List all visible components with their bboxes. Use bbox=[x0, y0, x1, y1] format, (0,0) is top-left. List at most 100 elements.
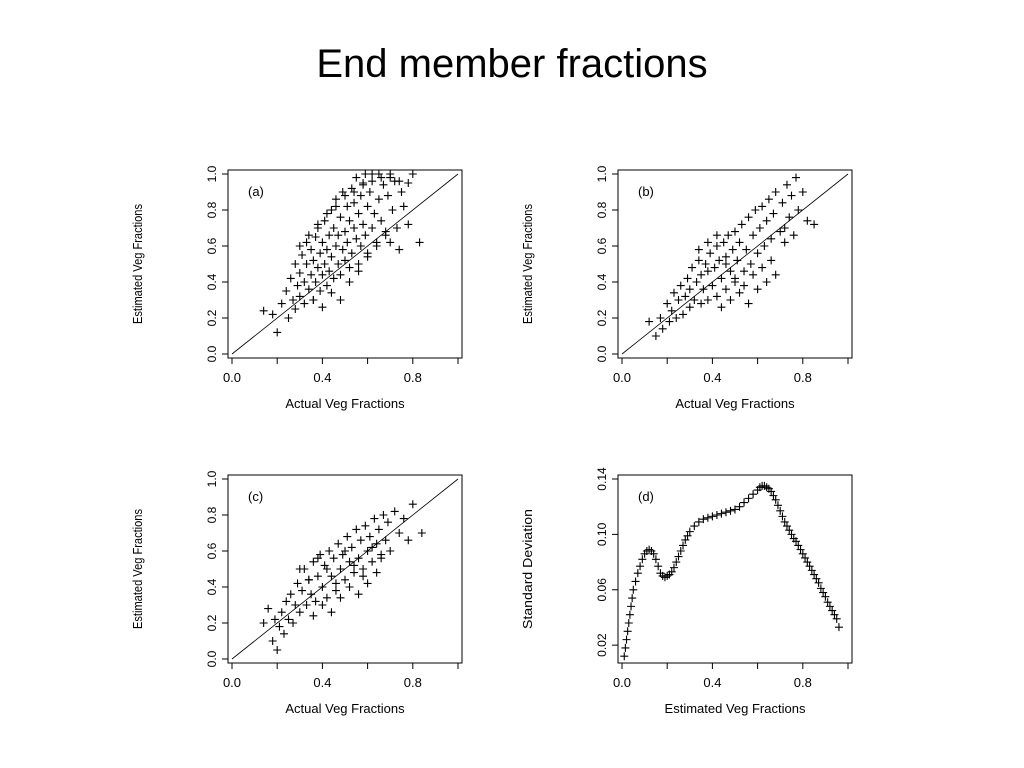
data-point bbox=[397, 188, 406, 196]
panel-label: (b) bbox=[638, 184, 654, 199]
data-point bbox=[825, 602, 834, 611]
data-point bbox=[318, 601, 327, 609]
data-point bbox=[624, 619, 633, 627]
data-point bbox=[753, 285, 762, 294]
data-point bbox=[744, 299, 753, 308]
data-point bbox=[417, 529, 426, 537]
data-point bbox=[286, 274, 295, 283]
data-point bbox=[654, 562, 663, 571]
y-tick-label: 0.4 bbox=[205, 273, 219, 290]
data-point bbox=[703, 296, 712, 304]
y-tick-label: 0.14 bbox=[595, 467, 609, 491]
data-point bbox=[672, 314, 681, 322]
data-point bbox=[318, 270, 327, 279]
data-point bbox=[649, 549, 658, 558]
data-point bbox=[767, 256, 776, 265]
data-point bbox=[377, 173, 386, 182]
panel-label: (c) bbox=[248, 489, 263, 504]
scatter-panel-d: 0.0 0.4 0.8 0.02 0.06 0.10 0.14 Estimated Veg F… bbox=[510, 455, 980, 745]
scatter-chart-c: 0.0 0.4 0.8 0.0 0.2 0.4 0.6 0.8 1.0 Actual Veg Fr… bbox=[130, 470, 463, 716]
data-point bbox=[322, 281, 331, 290]
data-point bbox=[363, 547, 372, 555]
data-point bbox=[688, 263, 697, 272]
data-point bbox=[721, 260, 730, 268]
data-point bbox=[683, 531, 692, 540]
data-point bbox=[663, 299, 672, 308]
data-point bbox=[322, 593, 331, 602]
data-point bbox=[622, 635, 631, 644]
data-point bbox=[329, 224, 338, 232]
data-point bbox=[731, 227, 739, 236]
data-point bbox=[740, 498, 749, 507]
data-point bbox=[805, 562, 814, 571]
data-point bbox=[742, 245, 751, 254]
data-point bbox=[681, 292, 690, 301]
data-point bbox=[368, 557, 377, 566]
scatter-panel-b: 0.0 0.4 0.8 0.0 0.2 0.4 0.6 0.8 1.0 Actual Veg Fr… bbox=[510, 150, 980, 440]
data-point bbox=[715, 256, 724, 265]
data-point bbox=[336, 296, 345, 304]
data-point bbox=[749, 270, 758, 279]
data-point bbox=[769, 491, 778, 500]
x-tick-label: 0.0 bbox=[223, 675, 241, 690]
data-point bbox=[694, 256, 703, 265]
data-point bbox=[336, 593, 345, 602]
scatter-chart-b: 0.0 0.4 0.8 0.0 0.2 0.4 0.6 0.8 1.0 Actual Veg Fr… bbox=[520, 165, 853, 411]
data-point bbox=[289, 619, 298, 627]
data-point bbox=[798, 549, 807, 558]
data-point bbox=[354, 260, 363, 268]
data-point bbox=[368, 543, 377, 552]
data-point bbox=[291, 305, 300, 313]
data-point bbox=[345, 278, 354, 286]
data-point bbox=[302, 601, 311, 609]
data-point bbox=[792, 173, 801, 182]
data-point bbox=[794, 206, 803, 214]
data-point bbox=[719, 238, 728, 247]
data-point bbox=[669, 288, 678, 297]
data-point bbox=[721, 508, 730, 517]
data-point bbox=[352, 173, 361, 182]
data-point bbox=[343, 202, 352, 211]
data-point bbox=[316, 249, 325, 258]
data-point bbox=[259, 306, 268, 315]
data-point bbox=[767, 234, 776, 243]
data-point bbox=[712, 511, 721, 519]
data-point bbox=[390, 507, 399, 516]
x-tick-label: 0.8 bbox=[404, 675, 422, 690]
data-point bbox=[347, 249, 356, 258]
data-point bbox=[699, 515, 708, 524]
data-point bbox=[751, 206, 760, 214]
data-point bbox=[731, 505, 739, 514]
data-point bbox=[284, 615, 293, 624]
data-point bbox=[404, 220, 413, 229]
data-point bbox=[341, 227, 349, 236]
y-tick-label: 0.4 bbox=[595, 273, 609, 290]
data-point bbox=[293, 579, 302, 588]
y-tick-label: 0.10 bbox=[595, 522, 609, 546]
data-point bbox=[327, 288, 336, 297]
data-point bbox=[776, 227, 785, 236]
data-point bbox=[329, 554, 338, 563]
y-tick-label: 0.8 bbox=[595, 201, 609, 218]
data-point bbox=[789, 231, 798, 240]
data-point bbox=[359, 220, 368, 229]
data-point bbox=[399, 202, 408, 211]
data-point bbox=[363, 202, 372, 211]
y-tick-label: 0.6 bbox=[595, 237, 609, 254]
y-axis-label: Estimated Veg Fractions bbox=[130, 204, 145, 324]
data-point bbox=[780, 517, 789, 526]
data-point bbox=[277, 608, 286, 617]
data-point bbox=[620, 652, 629, 661]
data-point bbox=[343, 532, 352, 541]
slide-title: End member fractions bbox=[316, 42, 708, 86]
data-point bbox=[787, 191, 796, 200]
std-dev-chart-d: 0.0 0.4 0.8 0.02 0.06 0.10 0.14 Estimated Veg F… bbox=[520, 467, 853, 716]
data-point bbox=[313, 263, 322, 272]
data-point bbox=[341, 547, 349, 555]
data-point bbox=[386, 547, 395, 555]
data-point bbox=[383, 518, 392, 527]
data-point bbox=[295, 608, 304, 617]
x-tick-label: 0.4 bbox=[313, 675, 331, 690]
data-point bbox=[762, 216, 771, 225]
x-tick-label: 0.8 bbox=[794, 370, 812, 385]
